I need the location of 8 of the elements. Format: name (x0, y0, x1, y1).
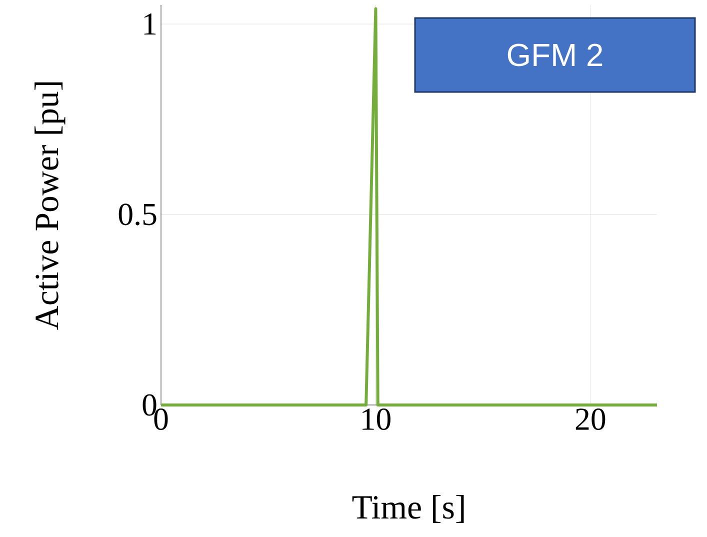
x-tick-label: 20 (576, 408, 606, 430)
x-tick-label: 10 (362, 408, 390, 430)
annotation: GFM 2 (508, 44, 602, 66)
y-tick-label: 1 (144, 14, 156, 35)
y-axis-title: Active Power [pu] (34, 82, 66, 330)
y-tick-label: 0.5 (118, 204, 156, 226)
x-axis-title: Time [s] (352, 494, 464, 523)
y-tick-label: 0 (142, 394, 156, 416)
